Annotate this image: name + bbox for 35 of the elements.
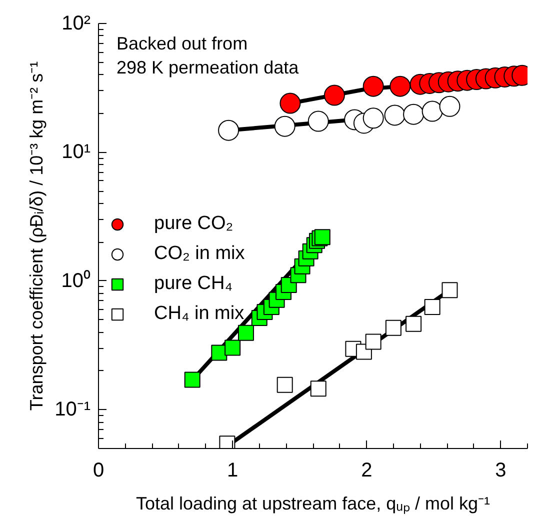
point xyxy=(362,76,384,97)
point xyxy=(406,316,422,332)
y-tick-label: 10² xyxy=(62,12,91,34)
point xyxy=(385,320,402,336)
legend-label: pure CO₂ xyxy=(154,213,234,235)
point xyxy=(274,116,296,137)
point xyxy=(362,108,384,129)
point xyxy=(276,376,293,393)
legend-label: CO₂ in mix xyxy=(154,243,245,265)
y-tick-label: 10¹ xyxy=(62,141,91,164)
point xyxy=(224,340,241,356)
point xyxy=(218,120,240,141)
x-tick-label: 3 xyxy=(495,460,506,482)
legend-label: pure CH₄ xyxy=(154,273,233,295)
y-axis-title: Transport coefficient (ρĐᵢ/δ) / 10⁻³ kg m⁻² s⁻¹ xyxy=(26,61,47,411)
y-tick-label: 10⁰ xyxy=(61,268,91,292)
point xyxy=(238,324,254,341)
x-axis-title: Total loading at upstream face, qᵤₚ / mol kg⁻¹ xyxy=(136,494,490,514)
x-tick-label: 0 xyxy=(92,460,104,482)
point xyxy=(365,334,382,350)
point xyxy=(439,96,460,117)
point xyxy=(390,76,411,97)
y-tick-label: 10⁻¹ xyxy=(54,398,91,421)
x-tick-label: 1 xyxy=(227,460,238,482)
point xyxy=(184,372,200,388)
point xyxy=(324,84,345,106)
point xyxy=(308,110,329,132)
annotation: Backed out from 298 K permeation data xyxy=(116,34,300,78)
x-tick-label: 2 xyxy=(361,460,372,482)
legend-label: CH₄ in mix xyxy=(154,303,244,325)
point xyxy=(211,344,228,361)
point xyxy=(280,92,301,114)
point xyxy=(442,282,458,298)
point xyxy=(424,299,440,316)
point xyxy=(310,380,326,397)
